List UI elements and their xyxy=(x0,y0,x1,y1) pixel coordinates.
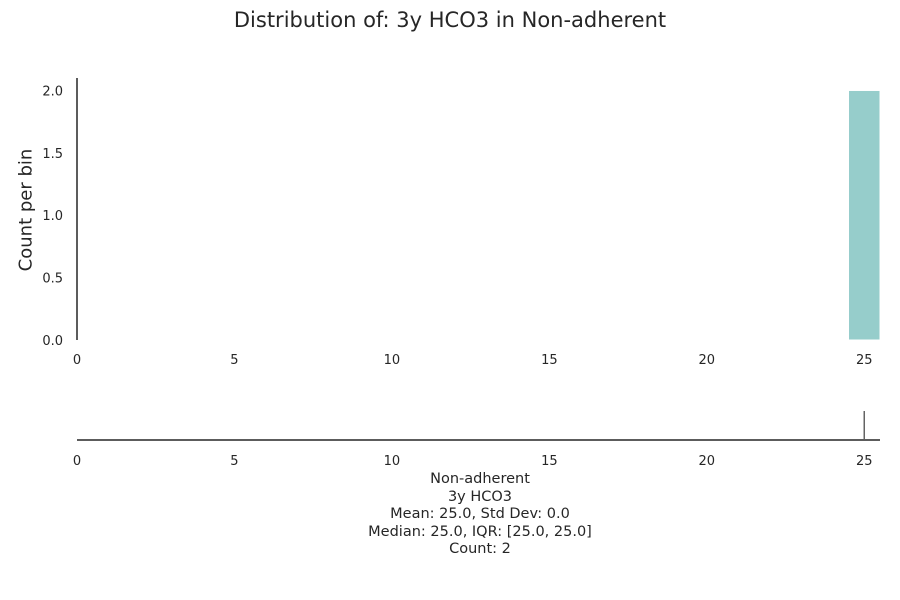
y-tick-label-1: 0.5 xyxy=(42,272,63,287)
x-tick-label-main-5: 25 xyxy=(856,353,873,368)
x-tick-label-rug-4: 20 xyxy=(699,454,716,469)
x-tick-label-rug-2: 10 xyxy=(384,454,401,469)
x-tick-label-main-1: 5 xyxy=(230,353,238,368)
mean-std-text: Mean: 25.0, Std Dev: 0.0 xyxy=(390,506,570,522)
summary-statistics: Non-adherent 3y HCO3 Mean: 25.0, Std Dev… xyxy=(0,471,900,559)
y-tick-label-3: 1.5 xyxy=(42,147,63,162)
x-tick-label-rug-1: 5 xyxy=(230,454,238,469)
histogram-bar-0 xyxy=(848,89,881,341)
y-tick-label-2: 1.0 xyxy=(42,209,63,224)
count-text: Count: 2 xyxy=(449,541,511,557)
group-name: Non-adherent xyxy=(430,471,530,487)
y-tick-label-0: 0.0 xyxy=(42,334,63,349)
variable-name: 3y HCO3 xyxy=(447,488,513,505)
median-iqr-text: Median: 25.0, IQR: [25.0, 25.0] xyxy=(368,523,592,540)
x-tick-label-main-3: 15 xyxy=(541,353,558,368)
x-tick-label-rug-5: 25 xyxy=(856,454,873,469)
x-tick-label-rug-3: 15 xyxy=(541,454,558,469)
x-tick-label-main-0: 0 xyxy=(73,353,81,368)
x-tick-label-main-4: 20 xyxy=(699,353,716,368)
y-tick-label-4: 2.0 xyxy=(42,84,63,99)
x-tick-label-rug-0: 0 xyxy=(73,454,81,469)
chart-title: Distribution of: 3y HCO3 in Non-adherent xyxy=(233,8,667,32)
x-tick-label-main-2: 10 xyxy=(384,353,401,368)
